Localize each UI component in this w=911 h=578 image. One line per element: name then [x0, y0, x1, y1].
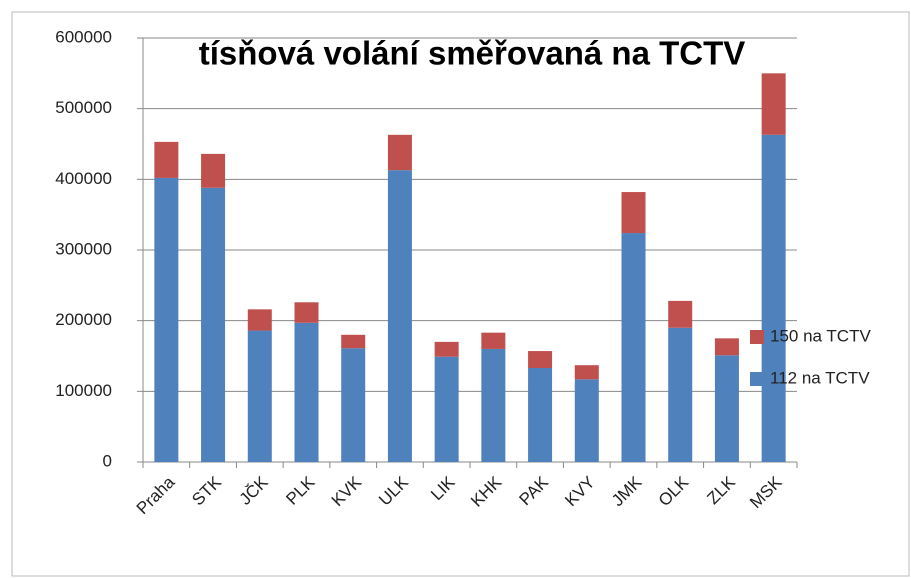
bar-segment — [668, 300, 693, 328]
bar-segment — [294, 302, 319, 323]
bar-segment — [387, 134, 412, 171]
bar-segment — [668, 327, 693, 462]
x-tick-label: KHK — [467, 472, 506, 511]
bar-segment — [387, 170, 412, 462]
x-tick-label: MSK — [746, 472, 786, 512]
x-tick-label: JMK — [608, 472, 646, 510]
x-tick-label: JČK — [236, 472, 273, 509]
x-tick-label: KVK — [328, 472, 366, 510]
x-tick-label: KVY — [561, 473, 598, 510]
y-tick-label: 600000 — [55, 27, 112, 46]
frame — [11, 11, 910, 577]
y-tick-label: 300000 — [55, 239, 112, 258]
legend-swatch — [750, 330, 764, 344]
y-tick-label: 500000 — [55, 98, 112, 117]
bar-segment — [714, 338, 739, 356]
bar-segment — [574, 379, 599, 462]
y-tick-label: 100000 — [55, 381, 112, 400]
legend-label: 150 na TCTV — [770, 326, 871, 345]
chart-title: tísňová volání směřovaná na TCTV — [199, 35, 746, 72]
bar-segment — [201, 153, 226, 188]
bar-segment — [201, 187, 226, 462]
y-tick-label: 400000 — [55, 169, 112, 188]
bar-segment — [154, 177, 179, 463]
bar-segment — [434, 356, 459, 462]
x-tick-label: LIK — [427, 472, 459, 504]
bar-segment — [341, 334, 366, 349]
bar-segment — [341, 348, 366, 462]
legend-swatch — [750, 372, 764, 386]
bar-segment — [574, 365, 599, 380]
x-tick-label: ULK — [375, 472, 412, 509]
x-tick-label: ZLK — [703, 472, 739, 508]
bar-segment — [481, 332, 506, 349]
bar-segment — [761, 73, 786, 135]
x-tick-label: PAK — [515, 472, 552, 509]
bar-segment — [247, 330, 272, 462]
bar-segment — [434, 341, 459, 357]
legend-label: 112 na TCTV — [770, 368, 870, 387]
y-tick-label: 200000 — [55, 310, 112, 329]
bar-segment — [621, 233, 646, 462]
x-tick-label: Praha — [133, 472, 179, 518]
bar-segment — [714, 355, 739, 462]
x-tick-label: PLK — [282, 472, 319, 509]
x-tick-label: OLK — [655, 472, 693, 510]
bar-segment — [761, 134, 786, 462]
bar-segment — [528, 351, 553, 369]
y-tick-label: 0 — [103, 451, 112, 470]
bar-segment — [247, 309, 272, 331]
x-tick-label: STK — [188, 472, 225, 509]
bar-segment — [294, 322, 319, 462]
bar-segment — [154, 141, 179, 178]
bar-segment — [481, 348, 506, 462]
bar-segment — [621, 192, 646, 234]
bar-segment — [528, 368, 553, 462]
